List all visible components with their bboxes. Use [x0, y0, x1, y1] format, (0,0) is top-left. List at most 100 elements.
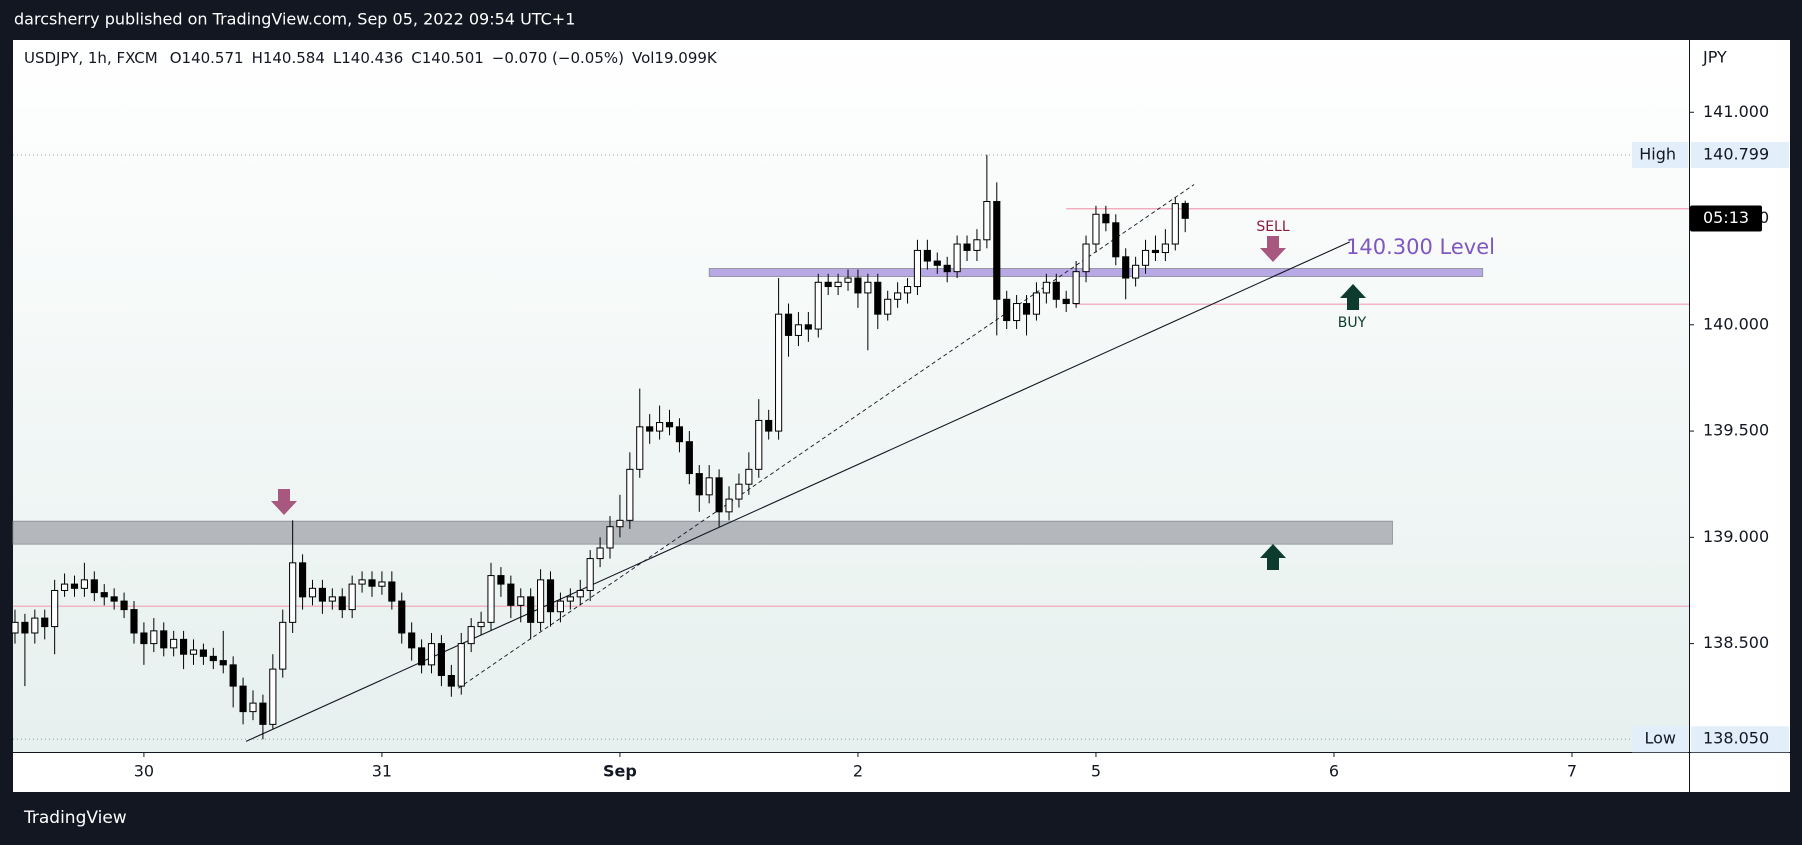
time-axis: [13, 753, 1689, 792]
candle-body: [1022, 303, 1031, 315]
candle-body: [1171, 203, 1179, 245]
candle-body: [546, 579, 555, 613]
candle-body: [120, 600, 128, 611]
level-label: 140.300 Level: [1346, 235, 1495, 259]
candle-body: [983, 201, 991, 241]
candle-body: [665, 422, 674, 428]
candle-body: [606, 526, 614, 549]
candle-body: [596, 547, 604, 560]
brand[interactable]: TradingView: [23, 808, 127, 828]
candle-body: [80, 579, 88, 589]
candle-body: [408, 632, 416, 649]
y-tick-label: 138.500: [1703, 633, 1769, 652]
candle-body: [427, 643, 436, 666]
candle-body: [150, 630, 158, 645]
candle-body: [1052, 281, 1060, 300]
high-tag: [1632, 141, 1688, 168]
candle-body: [90, 579, 98, 594]
candle-body: [457, 643, 465, 687]
candle-body: [626, 468, 634, 521]
candle-body: [993, 201, 1001, 300]
candle-body: [1161, 243, 1169, 254]
candle-body: [229, 664, 237, 687]
candle-body: [1032, 292, 1041, 315]
candle-body: [517, 596, 525, 606]
candle-body: [616, 519, 624, 528]
candle-body: [814, 281, 822, 330]
arrow-down: [271, 489, 297, 515]
candle-body: [279, 621, 287, 670]
candle-body: [1141, 249, 1150, 266]
candle-body: [140, 632, 148, 645]
x-tick-label: 31: [372, 762, 392, 781]
candle-body: [834, 281, 842, 288]
candle-body: [903, 286, 912, 294]
countdown-tag: [1690, 205, 1762, 232]
candle-body: [864, 281, 872, 294]
candle-body: [566, 596, 574, 602]
candle-body: [794, 324, 803, 336]
buy-label: BUY: [1338, 315, 1367, 331]
candle-body: [775, 313, 783, 432]
candle-body: [11, 621, 19, 634]
candle-body: [318, 587, 326, 602]
candle-body: [1132, 264, 1140, 279]
candle-body: [1151, 249, 1160, 254]
candle-body: [923, 249, 931, 262]
y-tick-label: 139.500: [1703, 421, 1769, 440]
candle-body: [933, 260, 941, 266]
zone: [708, 268, 1484, 277]
candle-body: [576, 589, 584, 598]
candle-body: [755, 419, 763, 470]
candle-body: [784, 313, 793, 336]
candle-body: [1102, 213, 1110, 224]
candle-body: [437, 643, 445, 676]
x-tick-label: 6: [1329, 762, 1339, 781]
candle-body: [289, 562, 297, 623]
x-tick-label: 7: [1567, 762, 1577, 781]
candle-body: [715, 477, 723, 513]
candle-body: [189, 649, 198, 655]
candle-body: [160, 630, 168, 649]
candle-body: [388, 581, 396, 602]
candle-body: [507, 583, 515, 606]
candle-body: [745, 468, 753, 485]
candle-body: [943, 264, 951, 273]
y-tick-label: 140.000: [1703, 314, 1769, 333]
candle-body: [467, 626, 475, 645]
candle-body: [1122, 256, 1130, 279]
candle-body: [844, 277, 852, 283]
candle-body: [70, 583, 79, 589]
candle-body: [963, 243, 971, 251]
candle-body: [824, 281, 832, 288]
candle-body: [358, 579, 366, 585]
candle-body: [398, 600, 406, 634]
candle-body: [110, 596, 118, 602]
candle-body: [170, 638, 178, 649]
candle-body: [656, 422, 664, 432]
currency: JPY: [1702, 48, 1727, 67]
candle-body: [51, 589, 59, 628]
y-tick-label: 141.000: [1703, 102, 1769, 121]
candle-body: [1003, 298, 1011, 322]
candle-body: [1042, 281, 1050, 294]
candle-body: [854, 277, 862, 294]
low-value: 138.050: [1703, 729, 1769, 748]
candle-body: [884, 298, 892, 315]
candle-body: [299, 562, 307, 598]
low-tag: [1632, 726, 1688, 753]
high-value: 140.799: [1703, 144, 1769, 163]
candle-body: [269, 668, 277, 725]
candle-body: [21, 621, 29, 634]
candle-body: [308, 587, 317, 598]
candle-body: [1062, 298, 1070, 305]
plot-area: [13, 40, 1689, 752]
candle-body: [685, 441, 693, 475]
x-tick-label: 30: [134, 762, 154, 781]
candle-body: [735, 483, 743, 500]
candle-body: [209, 655, 217, 662]
candle-body: [646, 426, 654, 432]
candle-body: [328, 596, 336, 602]
candle-body: [586, 558, 594, 591]
candle-body: [765, 419, 773, 432]
